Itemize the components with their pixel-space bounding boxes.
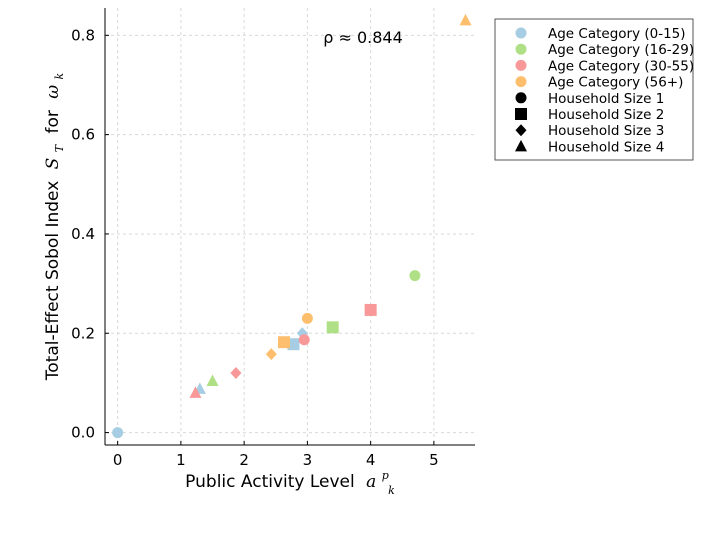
legend-label: Age Category (30-55) <box>548 58 694 74</box>
data-points <box>112 13 472 439</box>
y-axis-label: Total-Effect Sobol Index S T for ω k <box>43 72 68 381</box>
y-ticks: 0.0 0.2 0.4 0.6 0.8 <box>71 26 109 442</box>
legend-marker <box>515 27 527 39</box>
y-axis-label-subscript: T <box>53 143 66 152</box>
legend-marker <box>515 76 527 88</box>
legend-label: Household Size 4 <box>548 139 664 155</box>
y-axis-label-omega-subscript: k <box>53 72 66 79</box>
y-axis-label-for: for <box>43 110 63 133</box>
legend-marker <box>515 139 527 152</box>
x-tick-label: 4 <box>366 451 376 469</box>
x-tick-label: 3 <box>303 451 313 469</box>
legend-item: Age Category (0-15) <box>515 26 686 42</box>
legend-marker <box>515 43 527 55</box>
legend-box <box>494 18 694 161</box>
x-ticks: 0 1 2 3 4 5 <box>113 441 439 469</box>
data-point <box>298 334 310 346</box>
data-point <box>326 321 339 334</box>
x-tick-label: 1 <box>176 451 186 469</box>
legend-label: Household Size 2 <box>548 107 664 123</box>
x-axis-label-subscript: k <box>388 484 395 497</box>
correlation-annotation: ρ ≈ 0.844 <box>323 28 403 47</box>
data-point <box>409 270 421 282</box>
legend-item: Household Size 4 <box>515 139 664 155</box>
legend-label: Household Size 3 <box>548 123 664 139</box>
data-point <box>206 374 219 386</box>
data-point <box>364 303 377 316</box>
legend-item: Household Size 3 <box>515 123 664 139</box>
legend-label: Age Category (0-15) <box>548 26 686 42</box>
y-tick-label: 0.0 <box>71 424 95 442</box>
legend-marker <box>515 92 527 104</box>
legend-item: Age Category (56+) <box>515 75 683 91</box>
legend-marker <box>515 124 527 137</box>
legend-marker <box>515 108 527 120</box>
data-point <box>265 348 277 361</box>
y-axis-label-symbol: S <box>43 158 63 170</box>
x-tick-label: 0 <box>113 451 123 469</box>
legend-item: Household Size 2 <box>515 107 664 123</box>
x-axis-label-symbol: a <box>366 472 376 492</box>
legend-item: Age Category (30-55) <box>515 58 694 74</box>
y-tick-label: 0.2 <box>71 324 95 342</box>
legend-item: Age Category (16-29) <box>515 42 694 58</box>
data-point <box>189 386 202 398</box>
legend-label: Age Category (16-29) <box>548 42 694 58</box>
y-tick-label: 0.6 <box>71 126 95 144</box>
data-point <box>301 312 313 324</box>
data-point <box>277 336 290 349</box>
legend-marker <box>515 59 527 71</box>
x-axis-label-superscript: p <box>382 469 389 482</box>
legend-label: Age Category (56+) <box>548 75 683 91</box>
x-tick-label: 5 <box>429 451 439 469</box>
data-point <box>112 427 124 439</box>
data-point <box>287 338 300 351</box>
x-axis-label-text: Public Activity Level <box>185 472 355 492</box>
axes <box>104 8 475 446</box>
data-point <box>230 366 242 379</box>
data-point <box>459 13 472 26</box>
y-axis-label-omega: ω <box>43 85 63 99</box>
x-tick-label: 2 <box>239 451 249 469</box>
grid <box>105 8 475 445</box>
legend-item: Household Size 1 <box>515 91 664 107</box>
y-axis-label-text: Total-Effect Sobol Index <box>43 181 63 381</box>
y-tick-label: 0.8 <box>71 26 95 44</box>
x-axis-label: Public Activity Level a p k <box>185 464 395 497</box>
y-tick-label: 0.4 <box>71 225 95 243</box>
legend-label: Household Size 1 <box>548 91 664 107</box>
legend: Age Category (0-15)Age Category (16-29)A… <box>494 18 694 161</box>
